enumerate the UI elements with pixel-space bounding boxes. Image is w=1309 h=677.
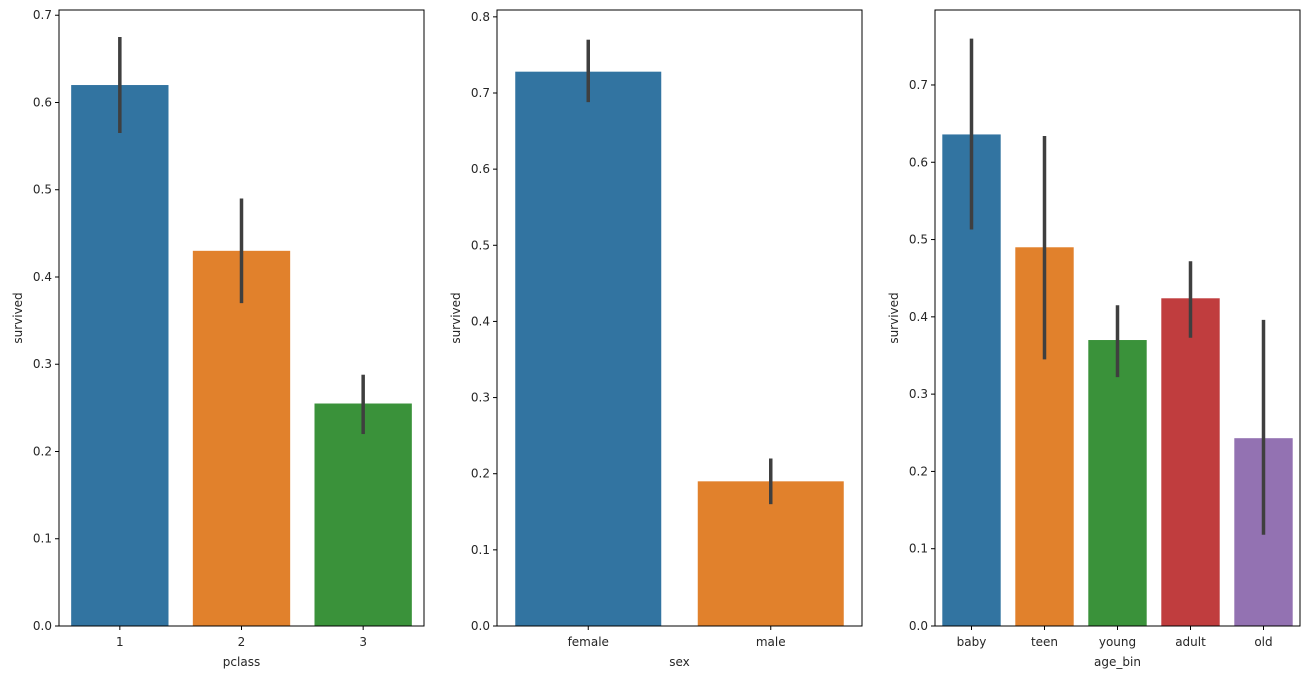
y-tick-label: 0.2 [471,467,490,481]
x-tick-label: young [1099,635,1136,649]
subplot-2: 0.0 0.1 0.2 0.3 0.4 0.5 0.6 0.7 0.8 female male sex… [449,9,863,669]
y-tick-label: 0.5 [33,183,52,197]
x-tick-label: 1 [116,635,124,649]
y-tick-label: 0.0 [471,619,490,633]
y-tick-label: 0.6 [909,155,928,169]
bar-2 [192,250,291,626]
y-tick-label: 0.1 [471,543,490,557]
y-tick-label: 0.0 [33,619,52,633]
bar-adult [1161,298,1220,626]
x-tick-label: female [568,635,609,649]
x-tick-label: 2 [238,635,246,649]
x-axis-label: sex [669,655,690,669]
y-tick-label: 0.3 [909,387,928,401]
y-tick-label: 0.2 [909,464,928,478]
y-tick-label: 0.8 [471,10,490,24]
axes-frame [496,9,863,627]
subplot-1: 0.0 0.1 0.2 0.3 0.4 0.5 0.6 0.7 1 2 3 pclass survive… [11,8,425,669]
x-axis-label: age_bin [1094,655,1141,669]
y-tick-label: 0.1 [909,542,928,556]
y-axis-label: survived [887,292,901,343]
y-axis-label: survived [11,292,25,343]
subplot-3: 0.0 0.1 0.2 0.3 0.4 0.5 0.6 0.7 baby teen young adu… [887,9,1301,669]
y-tick-label: 0.5 [909,233,928,247]
bar-3 [314,403,412,626]
y-tick-label: 0.5 [471,238,490,252]
x-tick-label: male [756,635,786,649]
y-tick-label: 0.4 [471,314,490,328]
bar-female [515,71,662,626]
y-tick-label: 0.3 [471,391,490,405]
y-tick-label: 0.7 [909,78,928,92]
y-tick-label: 0.0 [909,619,928,633]
x-tick-label: baby [957,635,987,649]
y-tick-label: 0.1 [33,532,52,546]
y-tick-label: 0.6 [33,95,52,109]
y-tick-label: 0.4 [33,270,52,284]
x-axis-label: pclass [223,655,260,669]
bar-young [1088,340,1147,626]
x-tick-label: 3 [359,635,367,649]
x-tick-label: adult [1175,635,1206,649]
y-tick-label: 0.2 [33,444,52,458]
y-tick-label: 0.4 [909,310,928,324]
y-tick-label: 0.7 [471,86,490,100]
bar-male [697,481,844,626]
y-tick-label: 0.6 [471,162,490,176]
y-axis-label: survived [449,292,463,343]
x-tick-label: teen [1031,635,1058,649]
x-tick-label: old [1254,635,1272,649]
y-tick-label: 0.3 [33,357,52,371]
bar-1 [71,85,169,627]
y-tick-label: 0.7 [33,8,52,22]
